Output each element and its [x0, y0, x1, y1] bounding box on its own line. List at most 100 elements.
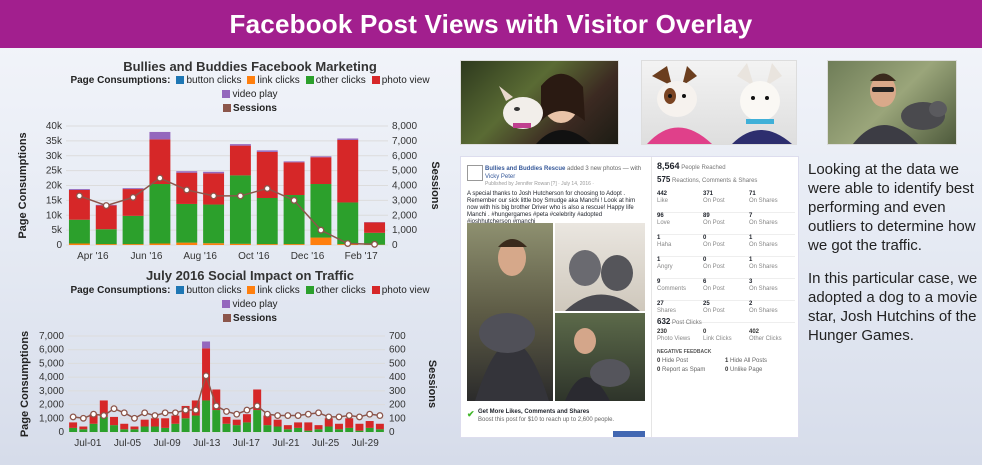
y-tick-label: 10k [46, 210, 63, 221]
reaction-value: 371 [703, 191, 714, 197]
boost-button[interactable] [613, 431, 645, 437]
sessions-point [344, 240, 352, 247]
bar-other-clicks [89, 423, 98, 432]
bar-link-clicks [256, 244, 278, 245]
sessions-point [79, 414, 87, 422]
bar-other-clicks [150, 426, 159, 432]
reactions-label: Reactions, Comments & Shares [672, 178, 758, 184]
bar-other-clicks [242, 422, 251, 432]
x-tick-label: Jul-25 [312, 438, 340, 449]
sessions-point [233, 410, 241, 418]
bar-link-clicks [95, 244, 117, 245]
sessions-point [151, 412, 159, 419]
bar-other-clicks [364, 232, 386, 245]
negative-value: 0 [725, 367, 731, 373]
page-avatar [467, 165, 483, 181]
negative-label: Hide All Posts [730, 358, 768, 364]
bar-video-play [203, 171, 225, 174]
y-tick-label: 3,000 [39, 386, 64, 397]
reaction-cell: 27 Shares [657, 301, 703, 322]
bar-other-clicks [212, 410, 221, 432]
reaction-value: 1 [749, 235, 753, 241]
negative-feedback-item: 0 Report as Spam [657, 366, 725, 375]
click-label: Photo Views [657, 336, 691, 342]
reaction-label: On Post [703, 198, 725, 204]
reaction-label: On Shares [749, 308, 778, 314]
reaction-value: 96 [657, 213, 664, 219]
bar-photo-view [337, 139, 359, 203]
reaction-row: 1 Angry 0 On Post 1 On Shares [657, 257, 795, 279]
sessions-point [141, 409, 149, 417]
reaction-cell: 9 Comments [657, 279, 703, 300]
sessions-point [183, 186, 191, 194]
bar-photo-view [99, 400, 108, 417]
y2-tick-label: 100 [389, 413, 406, 424]
woman-dog-illustration [499, 73, 591, 144]
y-tick-label: 4,000 [39, 372, 64, 383]
reaction-value: 442 [657, 191, 668, 197]
bar-photo-view [130, 426, 139, 430]
y2-tick-label: 0 [392, 240, 398, 251]
bar-video-play [149, 131, 171, 140]
sessions-point [371, 240, 379, 248]
chart2-title: July 2016 Social Impact on Traffic [145, 268, 355, 283]
y2-tick-label: 500 [389, 358, 406, 369]
bar-photo-view [263, 415, 272, 426]
bar-photo-view [253, 389, 262, 411]
y2-tick-label: 4,000 [392, 181, 417, 192]
legend-sessions: Sessions [233, 313, 277, 324]
fb-promo-sub: Boost this post for $10 to reach up to 2… [478, 417, 615, 423]
legend-photo-view: photo view [381, 75, 430, 86]
bar-video-play [310, 156, 332, 158]
negative-feedback-item: 0 Hide Post [657, 357, 725, 366]
sessions-point [212, 402, 220, 410]
x-tick-label: Apr '16 [77, 251, 109, 262]
bar-other-clicks [122, 215, 144, 245]
x-tick-label: Dec '16 [291, 251, 325, 262]
y2-tick-label: 3,000 [392, 195, 417, 206]
legend-photo-view: photo view [381, 285, 430, 296]
reaction-label: Comments [657, 286, 687, 292]
sessions-point [284, 412, 292, 419]
fb-photo-1[interactable] [467, 223, 553, 401]
click-label: Link Clicks [703, 336, 732, 342]
bar-other-clicks [171, 423, 180, 432]
reaction-cell: 3 On Shares [749, 279, 795, 300]
bar-photo-view [79, 426, 88, 430]
reaction-cell: 7 On Shares [749, 213, 795, 234]
y-tick-label: 1,000 [39, 413, 64, 424]
bar-other-clicks [181, 418, 190, 432]
reaction-cell: 1 Angry [657, 257, 703, 278]
y-axis-label: Page Consumptions [17, 132, 29, 238]
click-label: Other Clicks [749, 336, 782, 342]
bar-other-clicks [294, 427, 303, 432]
x-tick-label: Jul-17 [233, 438, 261, 449]
bar-photo-view [365, 421, 374, 428]
bar-other-clicks [203, 204, 225, 244]
bar-link-clicks [176, 242, 198, 245]
reaction-value: 7 [749, 213, 753, 219]
bar-photo-view [273, 419, 282, 427]
chart2-legend: Page Consumptions: button clicks link clic… [40, 284, 460, 326]
bar-other-clicks [222, 423, 231, 432]
fb-photo-2[interactable] [555, 223, 645, 311]
bar-photo-view [364, 222, 386, 233]
two-dogs-illustration [647, 63, 792, 144]
fb-insights: 8,564 People Reached 575 Reactions, Comm… [653, 157, 798, 437]
bar-photo-view [229, 145, 251, 176]
y2-axis-label: Sessions [426, 360, 438, 408]
y-tick-label: 5k [51, 225, 63, 236]
bar-link-clicks [68, 243, 90, 245]
reaction-cell: 89 On Post [703, 213, 749, 234]
fb-photo-3[interactable] [555, 313, 645, 401]
sessions-point [156, 174, 164, 182]
reaction-row: 27 Shares 25 On Post 2 On Shares [657, 301, 795, 323]
fb-page-name[interactable]: Bullies and Buddies Rescue [485, 166, 566, 172]
reaction-cell: 1 On Shares [749, 235, 795, 256]
x-tick-label: Jul-21 [272, 438, 300, 449]
reaction-label: On Post [703, 220, 725, 226]
y2-tick-label: 700 [389, 331, 406, 342]
sessions-point [304, 410, 312, 418]
fb-tagged[interactable]: Vicky Peter [485, 174, 516, 180]
